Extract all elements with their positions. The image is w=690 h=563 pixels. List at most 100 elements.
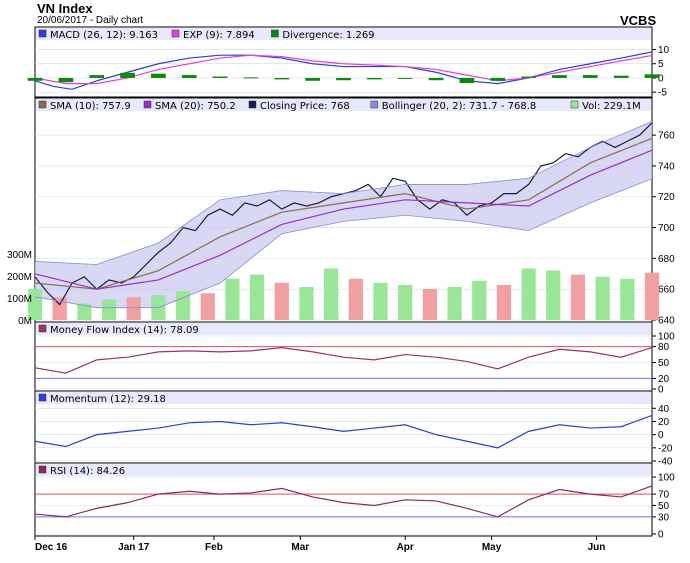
- x-tick-label: Dec 16: [35, 542, 68, 553]
- y-tick-label: -20: [658, 443, 673, 454]
- legend-swatch: [38, 29, 47, 38]
- legend-swatch: [271, 29, 279, 38]
- volume-bar: [101, 299, 117, 320]
- y-tick-label: 0: [658, 530, 664, 541]
- y-tick-label: 700: [658, 223, 675, 234]
- volume-bar: [595, 276, 610, 320]
- legend-bar-price: [36, 99, 651, 111]
- series-line: [34, 149, 653, 290]
- volume-bar: [27, 289, 43, 320]
- legend-bar-momentum: [36, 392, 651, 404]
- volume-bar: [644, 272, 660, 320]
- volume-bar: [250, 274, 265, 320]
- legend-label: Closing Price: 768: [260, 101, 350, 112]
- legend-swatch: [143, 100, 152, 109]
- divergence-bar: [367, 77, 382, 80]
- divergence-bar: [274, 77, 290, 80]
- volume-bar: [472, 280, 487, 320]
- divergence-bar: [613, 75, 629, 78]
- divergence-bar: [428, 77, 444, 81]
- legend-label: EXP (9): 7.894: [183, 30, 255, 41]
- volume-bar: [348, 278, 363, 320]
- legend-bar-mfi: [36, 323, 651, 335]
- x-tick-label: Jun: [588, 542, 606, 553]
- volume-bar: [299, 287, 314, 320]
- volume-bar: [225, 278, 240, 320]
- y-tick-label: 30: [658, 512, 670, 523]
- series-line: [34, 178, 653, 309]
- legend-swatch: [38, 465, 47, 474]
- y-tick-label: 50: [658, 358, 670, 369]
- y-tick-label: 660: [658, 285, 675, 296]
- y-tick-label: 50: [658, 501, 670, 512]
- bollinger-band: [35, 121, 652, 308]
- legend-label: Money Flow Index (14): 78.09: [50, 325, 199, 336]
- legend-swatch: [171, 29, 180, 38]
- volume-tick-label: 300M: [7, 250, 32, 261]
- y-tick-label: 760: [658, 131, 675, 142]
- volume-bar: [447, 287, 462, 320]
- y-tick-label: -5: [658, 88, 667, 99]
- brand-label: VCBS: [620, 13, 657, 28]
- volume-bar: [546, 270, 561, 320]
- volume-bar: [175, 291, 191, 320]
- y-tick-label: 10: [658, 45, 670, 56]
- divergence-bar: [305, 77, 320, 81]
- divergence-bar: [243, 77, 259, 79]
- legend-swatch: [38, 100, 47, 109]
- volume-bar: [77, 303, 92, 320]
- volume-bar: [570, 274, 586, 320]
- legend-swatch: [38, 393, 47, 402]
- volume-bar: [52, 297, 67, 320]
- legend-label: MACD (26, 12): 9.163: [50, 30, 158, 41]
- volume-bar: [422, 289, 437, 320]
- series-line: [34, 414, 653, 449]
- series-line: [34, 347, 653, 374]
- legend-swatch: [570, 100, 579, 109]
- y-tick-label: 0: [658, 385, 664, 396]
- y-tick-label: 20: [658, 374, 670, 385]
- divergence-bar: [490, 77, 506, 81]
- y-tick-label: 80: [658, 342, 670, 353]
- legend-label: RSI (14): 84.26: [50, 466, 125, 477]
- y-tick-label: 5: [658, 59, 664, 70]
- legend-swatch: [38, 324, 47, 333]
- chart-subtitle: 20/06/2017 - Daily chart: [37, 15, 144, 26]
- y-tick-label: 740: [658, 161, 675, 172]
- legend-bar-macd: [36, 28, 651, 40]
- y-tick-label: 680: [658, 254, 675, 265]
- x-tick-label: Jan 17: [118, 542, 150, 553]
- divergence-bar: [120, 72, 135, 78]
- volume-tick-label: 100M: [7, 294, 32, 305]
- volume-bar: [620, 278, 635, 320]
- divergence-bar: [181, 75, 197, 78]
- volume-bar: [521, 268, 536, 320]
- divergence-bar: [582, 75, 598, 78]
- volume-bar: [496, 284, 512, 320]
- divergence-bar: [397, 77, 413, 79]
- x-tick-label: May: [482, 542, 502, 553]
- divergence-bar: [89, 75, 105, 78]
- y-tick-label: 20: [658, 417, 670, 428]
- divergence-bar: [459, 77, 475, 84]
- y-tick-label: 0: [658, 430, 664, 441]
- chart-title: VN Index: [37, 1, 93, 16]
- legend-label: Divergence: 1.269: [282, 30, 374, 41]
- legend-label: Momentum (12): 29.18: [50, 394, 166, 405]
- legend-label: Vol: 229.1M: [582, 101, 641, 112]
- divergence-bar: [336, 77, 351, 81]
- divergence-bar: [552, 75, 567, 78]
- series-line: [34, 54, 653, 85]
- x-tick-label: Mar: [291, 542, 309, 553]
- header: VN Index 20/06/2017 - Daily chart VCBS: [0, 0, 690, 28]
- series-line: [34, 137, 653, 290]
- y-tick-label: -40: [658, 457, 673, 468]
- x-tick-label: Apr: [397, 542, 414, 553]
- volume-bar: [324, 268, 339, 320]
- divergence-bar: [58, 77, 74, 83]
- y-tick-label: 720: [658, 192, 675, 203]
- y-tick-label: 70: [658, 490, 670, 501]
- legend-bar-rsi: [36, 464, 651, 476]
- divergence-bar: [212, 76, 228, 78]
